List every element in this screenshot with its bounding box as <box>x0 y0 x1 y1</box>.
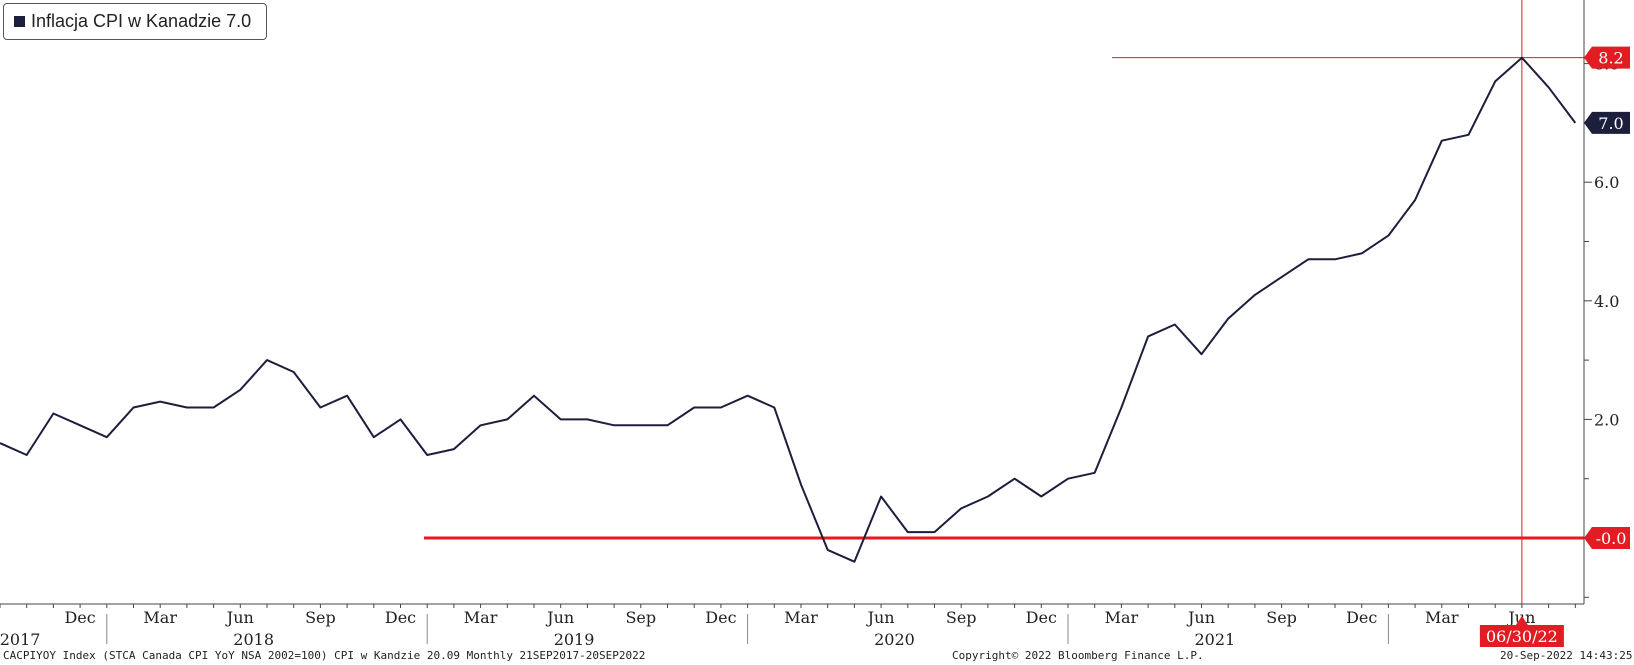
footer-source: CACPIYOY Index (STCA Canada CPI YoY NSA … <box>3 649 645 662</box>
crosshair-value-tag-bg <box>1584 46 1630 69</box>
series-layer <box>0 56 1577 563</box>
footer: CACPIYOY Index (STCA Canada CPI YoY NSA … <box>3 649 1632 662</box>
x-tick-label: Sep <box>625 608 656 627</box>
crosshair-value-tag: 8.2 <box>1584 46 1630 69</box>
x-tick-label: Jun <box>1186 608 1215 627</box>
last-value-tag: 7.0 <box>1584 111 1630 134</box>
last-value-tag-text: 7.0 <box>1598 114 1623 133</box>
x-tick-label: Dec <box>385 608 416 627</box>
series-line <box>0 56 1577 563</box>
x-tick-label: Dec <box>1346 608 1377 627</box>
axis-value-labels: 8.2 7.0 -0.0 06/30/22 <box>1479 46 1630 647</box>
x-tick-label: Mar <box>1425 608 1459 627</box>
x-tick-label: Mar <box>1105 608 1139 627</box>
x-tick-label: Jun <box>225 608 254 627</box>
zero-line-tag-text: -0.0 <box>1596 529 1627 548</box>
crosshair-date-tag-text: 06/30/22 <box>1486 627 1558 646</box>
crosshair-value-tag-text: 8.2 <box>1598 49 1623 68</box>
zero-line-tag-bg <box>1584 527 1630 549</box>
legend: Inflacja CPI w Kanadzie 7.0 <box>3 3 267 40</box>
x-tick-label: Jun <box>545 608 574 627</box>
crosshair-date-tag-bg <box>1479 625 1564 647</box>
x-tick-label: Dec <box>64 608 95 627</box>
x-axis: Dec Mar Jun Sep Dec Mar Jun Sep Dec Mar Jun Sep Dec M… <box>0 603 1584 649</box>
crosshair-date-tag: 06/30/22 <box>1479 616 1564 647</box>
y-tick-label: 2.0 <box>1594 410 1619 429</box>
x-tick-label: Sep <box>305 608 336 627</box>
year-label: 2018 <box>233 630 274 649</box>
y-axis: 2.04.06.08.0 <box>1583 0 1619 604</box>
x-tick-label: Sep <box>946 608 977 627</box>
footer-timestamp: 20-Sep-2022 14:43:25 <box>1500 649 1632 662</box>
footer-copyright: Copyright© 2022 Bloomberg Finance L.P. <box>952 649 1204 662</box>
x-tick-label: Dec <box>1026 608 1057 627</box>
year-label: 2021 <box>1194 630 1235 649</box>
x-tick-label: Mar <box>784 608 818 627</box>
y-tick-label: 4.0 <box>1594 292 1619 311</box>
y-tick-label: 6.0 <box>1594 173 1619 192</box>
zero-line-tag: -0.0 <box>1584 527 1630 549</box>
crosshair-date-tag-pointer <box>1515 616 1528 625</box>
year-label: 2017 <box>0 630 40 649</box>
year-label: 2019 <box>554 630 595 649</box>
x-tick-label: Mar <box>464 608 498 627</box>
x-tick-label: Sep <box>1266 608 1297 627</box>
last-value-tag-bg <box>1584 111 1630 134</box>
x-tick-label: Jun <box>866 608 895 627</box>
legend-label: Inflacja CPI w Kanadzie 7.0 <box>31 11 252 31</box>
x-tick-label: Mar <box>143 608 177 627</box>
year-label: 2020 <box>874 630 915 649</box>
crosshair <box>1112 0 1584 604</box>
x-tick-label: Dec <box>705 608 736 627</box>
legend-swatch <box>14 16 25 27</box>
